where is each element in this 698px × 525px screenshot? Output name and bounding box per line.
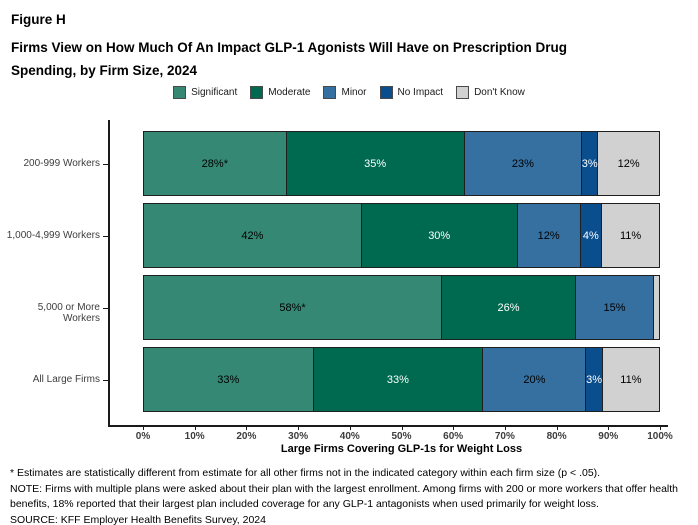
bar-value-label: 11% (619, 229, 642, 242)
bar-segment-significant: 28%* (144, 132, 287, 195)
bar-value-label: 28%* (201, 157, 228, 170)
x-axis-tick (608, 425, 610, 430)
x-axis-tick (401, 425, 403, 430)
chart-legend: Significant Moderate Minor No Impact Don't K… (0, 86, 698, 99)
x-axis-tick-label: 0% (135, 431, 151, 442)
x-axis-tick (660, 425, 661, 430)
bar-row-1-000-4-999-workers: 42% 30% 12% 4% 11% (143, 203, 660, 268)
x-axis-tick (194, 425, 196, 430)
legend-swatch-significant (173, 86, 187, 99)
legend-item-moderate: Moderate (250, 86, 310, 99)
y-axis-tick (103, 235, 108, 237)
bar-row-all-large-firms: 33% 33% 20% 3% 11% (143, 347, 660, 412)
bar-segment-significant: 58%* (144, 276, 442, 339)
x-axis-tick-label: 30% (288, 431, 309, 442)
y-axis-tick (103, 379, 108, 381)
legend-item-no-impact: No Impact (379, 86, 444, 99)
bar-segment-no-impact: 4% (580, 204, 603, 267)
bar-segment-don-t-know: 11% (602, 348, 659, 411)
x-axis-tick (556, 425, 558, 430)
footnotes: * Estimates are statistically different … (10, 466, 692, 525)
x-axis-tick-label: 20% (236, 431, 257, 442)
bar-value-label: 12% (537, 229, 560, 242)
x-axis-tick-label: 50% (391, 431, 412, 442)
x-axis-tick (143, 425, 144, 430)
x-axis-tick-label: 40% (339, 431, 360, 442)
x-axis-tick-label: 70% (494, 431, 515, 442)
bar-row-5-000-or-more-workers: 58%* 26% 15% (143, 275, 660, 340)
legend-swatch-minor (323, 86, 337, 99)
bar-segment-moderate: 33% (313, 348, 484, 411)
x-axis-tick (298, 425, 300, 430)
category-label-200-999-workers: 200-999 Workers (23, 157, 100, 169)
bar-segment-minor: 15% (576, 276, 654, 339)
bar-value-label: 4% (582, 229, 599, 242)
bar-value-label: 42% (241, 229, 264, 242)
bar-segment-minor: 20% (483, 348, 587, 411)
bar-segment-minor: 23% (464, 132, 583, 195)
bar-value-label: 58%* (279, 301, 306, 314)
bar-segment-moderate: 35% (286, 132, 465, 195)
footnote-significance: * Estimates are statistically different … (10, 467, 601, 479)
bar-segment-don-t-know: 12% (598, 132, 659, 195)
legend-item-significant: Significant (173, 86, 237, 99)
category-label-5-000-or-more-workers: 5,000 or More Workers (37, 301, 100, 324)
bar-value-label: 20% (523, 373, 546, 386)
legend-label-minor: Minor (341, 87, 367, 98)
x-axis-tick (349, 425, 351, 430)
figure-title: Firms View on How Much Of An Impact GLP-… (11, 40, 567, 78)
legend-swatch-no-impact (379, 86, 393, 99)
category-label-all-large-firms: All Large Firms (32, 373, 100, 385)
x-axis-tick (504, 425, 506, 430)
bar-value-label: 12% (617, 157, 640, 170)
x-axis-tick-label: 90% (598, 431, 619, 442)
bar-segment-moderate: 26% (441, 276, 577, 339)
x-axis-tick-label: 60% (443, 431, 464, 442)
bar-segment-minor: 12% (517, 204, 581, 267)
x-axis-tick (453, 425, 455, 430)
bar-segment-significant: 33% (144, 348, 314, 411)
bar-segment-significant: 42% (144, 204, 362, 267)
bar-segment-no-impact: 3% (586, 348, 603, 411)
footnote-note: NOTE: Firms with multiple plans were ask… (10, 482, 679, 511)
footnote-source: SOURCE: KFF Employer Health Benefits Sur… (10, 513, 266, 525)
figure-label: Figure H (11, 12, 66, 27)
x-axis-tick-label: 100% (647, 431, 673, 442)
bar-value-label: 23% (511, 157, 534, 170)
bar-value-label: 33% (217, 373, 240, 386)
legend-swatch-moderate (250, 86, 264, 99)
x-axis-line (108, 425, 668, 427)
bar-value-label: 15% (603, 301, 626, 314)
legend-label-significant: Significant (191, 87, 238, 98)
bar-value-label: 35% (364, 157, 387, 170)
x-axis-tick-label: 10% (184, 431, 205, 442)
legend-item-minor: Minor (323, 86, 367, 99)
x-axis-label: Large Firms Covering GLP-1s for Weight L… (280, 443, 523, 455)
x-axis-tick-label: 80% (546, 431, 567, 442)
bar-row-200-999-workers: 28%* 35% 23% 3% 12% (143, 131, 660, 196)
bar-value-label: 3% (581, 157, 598, 170)
legend-label-no-impact: No Impact (397, 87, 444, 98)
bar-value-label: 33% (386, 373, 409, 386)
bar-segment-moderate: 30% (361, 204, 518, 267)
bar-value-label: 26% (497, 301, 520, 314)
bar-value-label: 30% (428, 229, 451, 242)
bar-value-label: 3% (586, 373, 603, 386)
category-label-1-000-4-999-workers: 1,000-4,999 Workers (6, 229, 100, 241)
bar-segment-don-t-know (653, 276, 659, 339)
bar-segment-no-impact: 3% (581, 132, 599, 195)
y-axis-tick (103, 163, 108, 165)
bar-segment-don-t-know: 11% (602, 204, 659, 267)
legend-item-don-t-know: Don't Know (456, 86, 525, 99)
legend-label-don-t-know: Don't Know (474, 87, 525, 98)
y-axis-line (108, 120, 110, 425)
legend-swatch-don-t-know (456, 86, 470, 99)
y-axis-tick (103, 307, 108, 309)
bar-value-label: 11% (620, 373, 642, 386)
x-axis-tick (246, 425, 248, 430)
legend-label-moderate: Moderate (268, 87, 311, 98)
